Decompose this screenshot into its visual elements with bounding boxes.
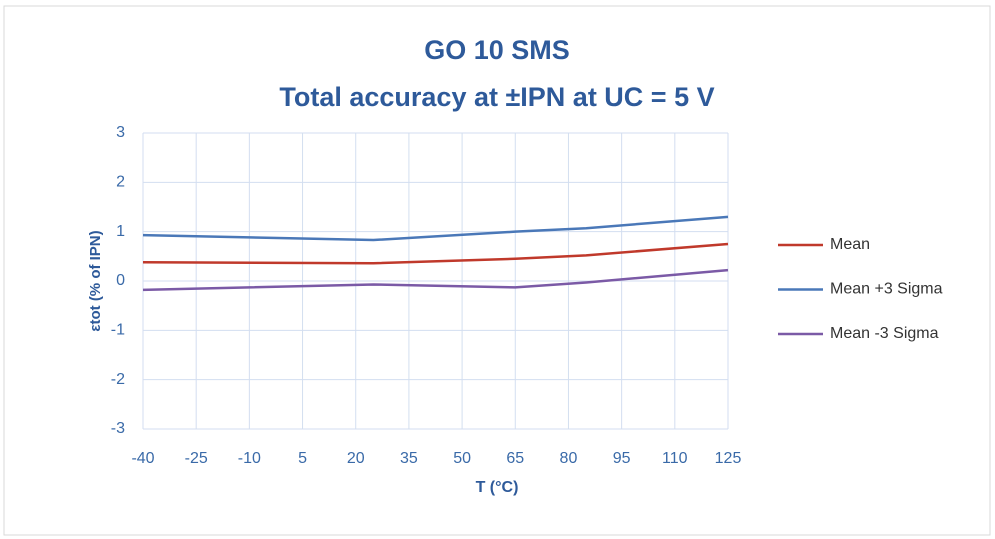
x-tick-label: -10 (238, 450, 261, 467)
y-tick-label: 0 (116, 272, 125, 289)
chart-subtitle: Total accuracy at ±IPN at UC = 5 V (279, 82, 714, 112)
x-tick-label: 50 (453, 450, 471, 467)
series-line (142, 215, 729, 242)
legend-label: Mean +3 Sigma (830, 281, 943, 298)
series-line (142, 268, 729, 292)
x-tick-label: 5 (298, 450, 307, 467)
series-line (142, 242, 729, 265)
x-axis-label: T (°C) (476, 479, 519, 496)
y-tick-label: 1 (116, 223, 125, 240)
y-axis-label: εtot (% of IPN) (87, 230, 104, 331)
legend-label: Mean -3 Sigma (830, 325, 939, 342)
x-tick-label: 65 (506, 450, 524, 467)
x-tick-label: -40 (131, 450, 154, 467)
x-tick-label: 35 (400, 450, 418, 467)
chart-frame (3, 5, 991, 536)
chart-title: GO 10 SMS (424, 35, 570, 65)
y-tick-label: 3 (116, 124, 125, 141)
x-tick-label: -25 (185, 450, 208, 467)
y-tick-label: -3 (111, 420, 125, 437)
x-tick-label: 95 (613, 450, 631, 467)
y-tick-label: -2 (111, 371, 125, 388)
x-tick-label: 80 (560, 450, 578, 467)
x-tick-label: 125 (715, 450, 742, 467)
x-tick-label: 20 (347, 450, 365, 467)
x-tick-label: 110 (662, 450, 688, 467)
legend-label: Mean (830, 236, 870, 253)
y-tick-label: -1 (111, 322, 125, 339)
y-tick-label: 2 (116, 174, 125, 191)
